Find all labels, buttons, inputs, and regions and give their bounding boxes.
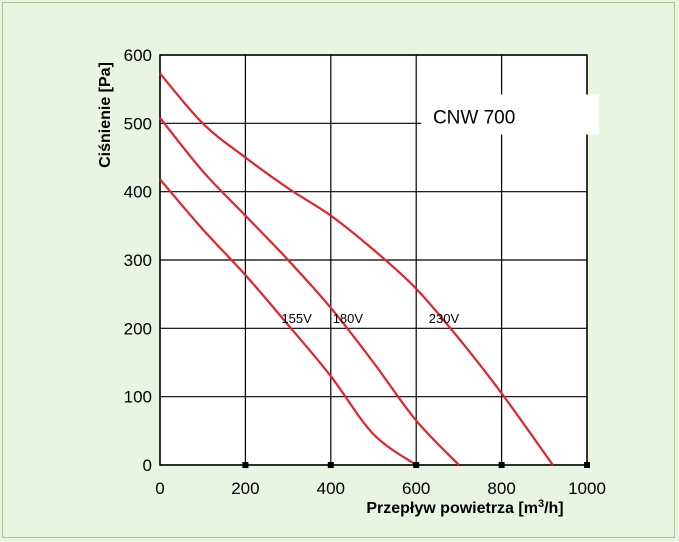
- chart-title: CNW 700: [433, 108, 515, 129]
- y-axis-label: Ciśnienie [Pa]: [97, 62, 114, 168]
- series-line-230V: [159, 72, 554, 466]
- y-tick-label: 100: [124, 388, 152, 407]
- series-line-155V: [159, 178, 417, 466]
- x-tick-marker: [242, 462, 249, 468]
- y-axis: 0 100 200 300 400 500 600: [124, 46, 152, 475]
- series-label-155V: 155V: [281, 311, 312, 326]
- x-tick-marker: [327, 462, 334, 468]
- x-tick-label: 600: [402, 479, 430, 498]
- x-tick-marker: [584, 462, 590, 468]
- x-tick-label: 1000: [568, 479, 606, 498]
- y-tick-label: 0: [143, 456, 152, 475]
- x-tick-label: 800: [487, 479, 515, 498]
- y-tick-label: 300: [124, 251, 152, 270]
- x-axis: 0 200 400 600 800 1000: [155, 462, 606, 498]
- chart-title-box: CNW 700: [421, 94, 600, 135]
- y-tick-label: 600: [124, 46, 152, 65]
- y-tick-label: 200: [124, 319, 152, 338]
- x-tick-marker: [413, 462, 420, 468]
- x-axis-label: Przepływ powietrza [m3/h]: [366, 498, 563, 517]
- x-tick-label: 200: [231, 479, 259, 498]
- series-label-230V: 230V: [429, 311, 460, 326]
- series-line-180V: [159, 117, 460, 466]
- y-tick-label: 400: [124, 183, 152, 202]
- x-tick-label: 400: [317, 479, 345, 498]
- chart-title-background: [421, 94, 600, 135]
- y-tick-label: 500: [124, 114, 152, 133]
- x-tick-label: 0: [155, 479, 164, 498]
- x-tick-marker: [498, 462, 505, 468]
- series-layer: 155V 180V 230V: [159, 72, 554, 466]
- series-label-180V: 180V: [333, 311, 364, 326]
